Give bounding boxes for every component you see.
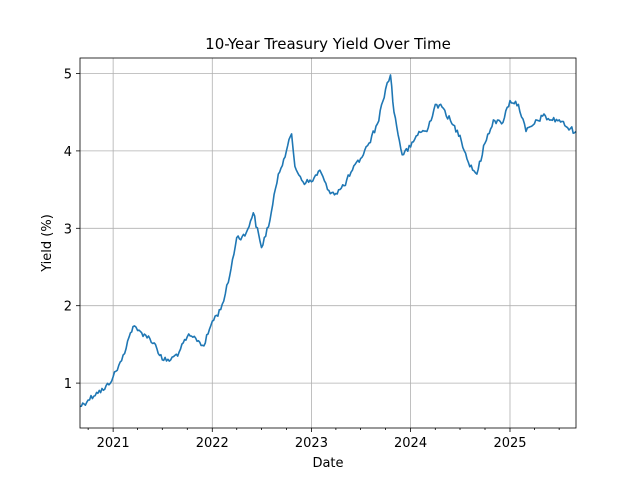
x-axis: 2021 2022 2023 2024 2025: [87, 428, 560, 451]
y-tick-label: 1: [64, 377, 72, 392]
x-tick-label: 2021: [97, 436, 130, 451]
yield-series-line: [79, 74, 577, 408]
y-tick-label: 3: [64, 222, 72, 237]
x-axis-label: Date: [312, 456, 343, 471]
plot-frame: [79, 57, 577, 429]
x-tick-label: 2025: [493, 436, 526, 451]
grid-lines: [80, 58, 576, 428]
x-tick-label: 2023: [295, 436, 328, 451]
y-axis-label: Yield (%): [40, 214, 55, 273]
x-tick-label: 2022: [196, 436, 229, 451]
y-tick-label: 2: [64, 300, 72, 315]
y-tick-label: 5: [64, 67, 72, 82]
x-tick-label: 2024: [394, 436, 427, 451]
chart-title: 10-Year Treasury Yield Over Time: [205, 35, 451, 53]
series-layer: [79, 74, 577, 408]
y-tick-label: 4: [64, 145, 72, 160]
y-axis: 1 2 3 4 5: [64, 67, 80, 392]
